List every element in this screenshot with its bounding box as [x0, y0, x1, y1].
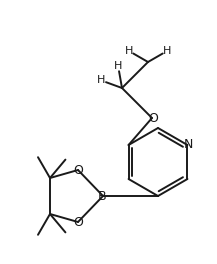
Text: H: H: [114, 61, 122, 71]
Text: H: H: [97, 76, 105, 86]
Text: H: H: [125, 46, 133, 56]
Text: N: N: [184, 139, 193, 152]
Text: B: B: [98, 190, 106, 202]
Text: O: O: [73, 163, 83, 177]
Text: O: O: [148, 111, 158, 125]
Text: H: H: [163, 46, 171, 56]
Text: O: O: [73, 215, 83, 229]
